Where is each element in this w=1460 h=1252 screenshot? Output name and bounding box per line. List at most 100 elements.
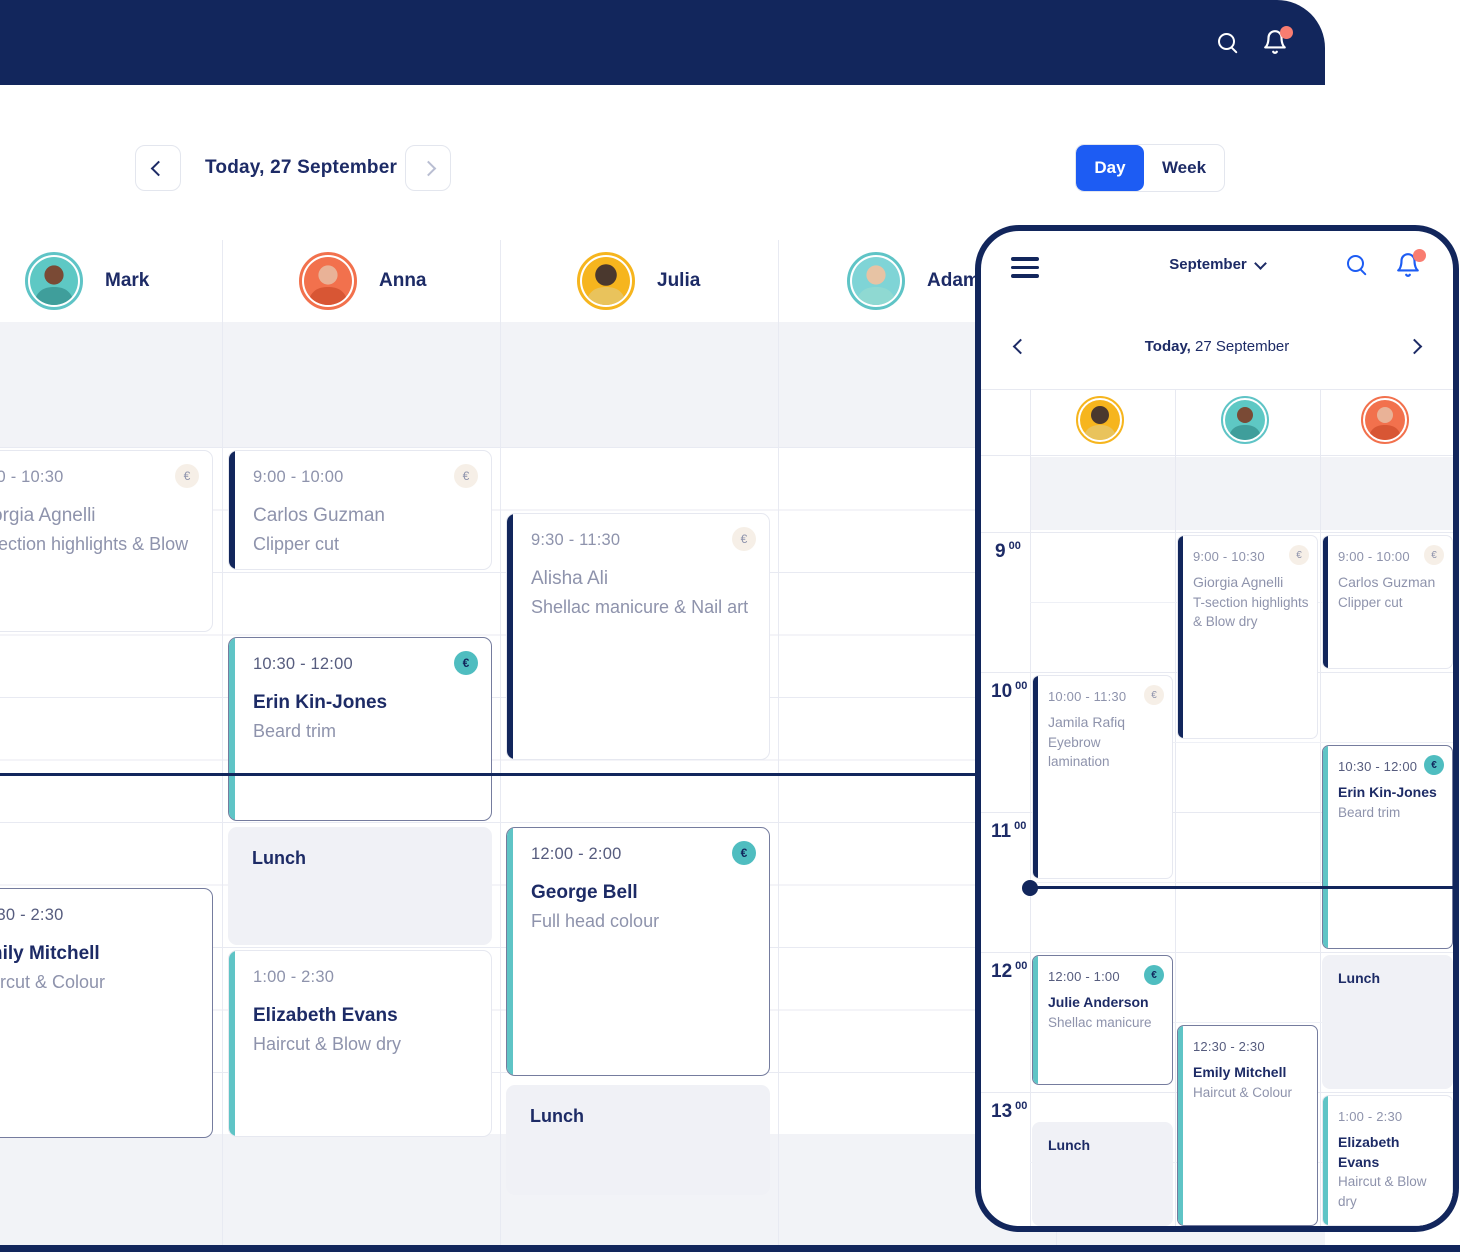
client-name: Jamila Rafiq xyxy=(1048,714,1126,730)
hour-line xyxy=(981,812,1453,813)
client-name: Emily Mitchell xyxy=(1193,1064,1287,1080)
mobile-app-frame: September Today, 27 September xyxy=(975,225,1459,1232)
client-name: Emily Mitchell xyxy=(0,943,100,964)
time-label-11: 11 00 xyxy=(991,820,1027,842)
current-date-label: Today, 27 September xyxy=(205,157,398,178)
search-icon[interactable] xyxy=(1345,253,1369,277)
appointment-card-erin[interactable]: 10:30 - 12:00 Erin Kin-Jones Beard trim … xyxy=(1322,745,1453,949)
euro-unpaid-icon: € xyxy=(732,527,756,551)
appointment-card-jamila[interactable]: 10:00 - 11:30 Jamila Rafiq Eyebrow lamin… xyxy=(1032,675,1173,879)
appointment-card-emily[interactable]: 12:30 - 2:30 Emily Mitchell Haircut & Co… xyxy=(1177,1025,1318,1226)
service-name: Haircut & Blow dry xyxy=(1338,1174,1427,1209)
euro-unpaid-icon: € xyxy=(1289,545,1309,565)
appointment-time: 12:30 - 2:30 xyxy=(1193,1039,1265,1054)
day-view-button[interactable]: Day xyxy=(1076,145,1144,191)
service-name: Beard trim xyxy=(1338,804,1401,820)
column-divider xyxy=(500,240,501,1245)
staff-column-mark[interactable]: Mark xyxy=(25,240,149,322)
staff-name: Adam xyxy=(927,270,980,291)
notification-badge xyxy=(1280,26,1293,39)
service-name: Beard trim xyxy=(253,720,337,741)
appointment-card-george[interactable]: 12:00 - 2:00 George Bell Full head colou… xyxy=(506,827,770,1076)
hour-line xyxy=(981,532,1453,533)
next-day-button[interactable] xyxy=(405,145,451,191)
lunch-block[interactable]: Lunch xyxy=(228,827,492,945)
client-name: Erin Kin-Jones xyxy=(253,692,388,713)
service-name: Shellac manicure & Nail art xyxy=(531,596,749,617)
appointment-card-julie[interactable]: 12:00 - 1:00 Julie Anderson Shellac mani… xyxy=(1032,955,1173,1085)
staff-name: Anna xyxy=(379,270,427,291)
top-app-bar xyxy=(0,0,1325,85)
avatar xyxy=(847,252,905,310)
lunch-block[interactable]: Lunch xyxy=(1322,955,1453,1089)
service-name: Clipper cut xyxy=(253,533,340,554)
current-time-indicator xyxy=(0,773,980,776)
search-icon[interactable] xyxy=(1216,31,1240,55)
service-name: Eyebrow lamination xyxy=(1048,734,1110,770)
appointment-card-elizabeth[interactable]: 1:00 - 2:30 Elizabeth Evans Haircut & Bl… xyxy=(1322,1095,1453,1226)
client-name: Carlos Guzman xyxy=(253,505,385,526)
hour-line xyxy=(981,952,1453,953)
appointment-time: 9:00 - 10:30 xyxy=(0,468,64,486)
next-day-button[interactable] xyxy=(1406,338,1423,357)
euro-paid-icon: € xyxy=(1144,965,1164,985)
week-view-button[interactable]: Week xyxy=(1161,158,1207,177)
client-name: Giorgia Agnelli xyxy=(1193,574,1284,590)
appointment-card-alisha[interactable]: 9:30 - 11:30 Alisha Ali Shellac manicure… xyxy=(506,513,770,760)
avatar xyxy=(577,252,635,310)
view-toggle: Day Week xyxy=(1075,144,1225,192)
time-label-10: 10 00 xyxy=(991,680,1028,702)
row-divider xyxy=(981,455,1453,456)
appointment-card-carlos[interactable]: 9:00 - 10:00 Carlos Guzman Clipper cut € xyxy=(228,450,492,570)
column-divider xyxy=(1030,389,1031,1226)
prev-day-button[interactable] xyxy=(135,145,181,191)
lunch-block[interactable]: Lunch xyxy=(506,1085,770,1195)
menu-icon[interactable] xyxy=(1011,257,1039,278)
time-label-12: 12 00 xyxy=(991,960,1028,982)
euro-paid-icon: € xyxy=(732,841,756,865)
appointment-time: 1:00 - 2:30 xyxy=(1338,1109,1403,1124)
lunch-block[interactable]: Lunch xyxy=(1032,1122,1173,1226)
client-name: George Bell xyxy=(531,882,638,903)
month-selector[interactable]: September xyxy=(1117,256,1317,273)
staff-avatar-2[interactable] xyxy=(1221,396,1269,444)
service-name: Haircut & Blow dry xyxy=(253,1033,402,1054)
appointment-card-elizabeth[interactable]: 1:00 - 2:30 Elizabeth Evans Haircut & Bl… xyxy=(228,950,492,1137)
service-name: Full head colour xyxy=(531,910,660,931)
chevron-down-icon xyxy=(1253,256,1267,270)
appointment-time: 9:00 - 10:00 xyxy=(1338,549,1410,564)
appointment-card-giorgia[interactable]: 9:00 - 10:30 Giorgia Agnelli T-section h… xyxy=(0,450,213,632)
client-name: Elizabeth Evans xyxy=(1338,1134,1400,1170)
avatar xyxy=(25,252,83,310)
staff-column-adam[interactable]: Adam xyxy=(847,240,980,322)
bottom-page-band xyxy=(0,1245,1460,1252)
service-name: Haircut & Colour xyxy=(0,971,106,992)
time-label-13: 13 00 xyxy=(991,1100,1028,1122)
notifications-icon[interactable] xyxy=(1262,26,1293,57)
month-label: September xyxy=(1169,256,1247,273)
off-hours-band xyxy=(1030,457,1453,530)
date-navigation: Today, 27 September xyxy=(981,331,1453,367)
staff-column-julia[interactable]: Julia xyxy=(577,240,700,322)
appointment-time: 12:30 - 2:30 xyxy=(0,906,64,924)
chevron-right-icon xyxy=(1406,338,1423,355)
staff-column-anna[interactable]: Anna xyxy=(299,240,427,322)
euro-paid-icon: € xyxy=(1424,755,1444,775)
appointment-card-giorgia[interactable]: 9:00 - 10:30 Giorgia Agnelli T-section h… xyxy=(1177,535,1318,739)
client-name: Giorgia Agnelli xyxy=(0,505,96,526)
appointment-card-emily[interactable]: 12:30 - 2:30 Emily Mitchell Haircut & Co… xyxy=(0,888,213,1138)
euro-paid-icon: € xyxy=(454,651,478,675)
appointment-card-carlos[interactable]: 9:00 - 10:00 Carlos Guzman Clipper cut € xyxy=(1322,535,1453,669)
staff-avatar-1[interactable] xyxy=(1076,396,1124,444)
appointment-time: 9:30 - 11:30 xyxy=(531,531,621,549)
appointment-time: 10:00 - 11:30 xyxy=(1048,689,1127,704)
staff-avatar-3[interactable] xyxy=(1361,396,1409,444)
appointment-card-erin[interactable]: 10:30 - 12:00 Erin Kin-Jones Beard trim … xyxy=(228,637,492,821)
client-name: Alisha Ali xyxy=(531,568,609,589)
appointment-time: 12:00 - 2:00 xyxy=(531,845,622,863)
notifications-icon[interactable] xyxy=(1395,249,1426,280)
euro-unpaid-icon: € xyxy=(1424,545,1444,565)
current-time-dot xyxy=(1022,880,1038,896)
staff-name: Julia xyxy=(657,270,701,291)
client-name: Julie Anderson xyxy=(1048,994,1149,1010)
